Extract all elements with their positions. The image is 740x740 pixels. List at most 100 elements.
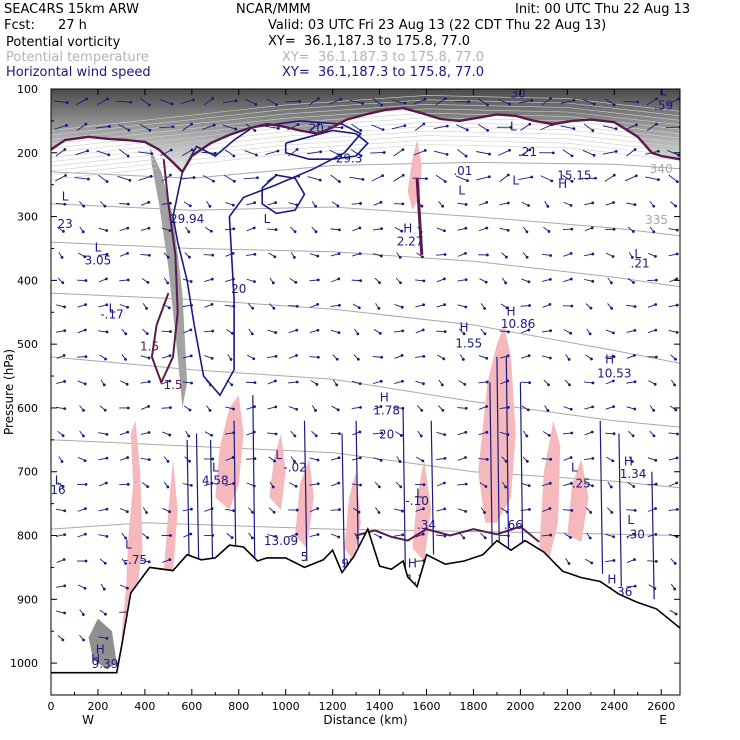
wind-vector-head-549 [675, 180, 679, 183]
wind-vector-head-530 [652, 204, 656, 208]
y-tick-label-7: 800 [17, 530, 38, 543]
strat-theta-line-5 [51, 117, 680, 154]
updraft-vector-11 [496, 356, 500, 549]
wind-vector-head-419 [525, 230, 529, 234]
wind-vector-head-188 [250, 332, 254, 336]
wind-vector-head-510 [633, 203, 637, 207]
wind-vector-head-243 [316, 355, 320, 359]
wind-vector-head-150 [210, 277, 214, 281]
wind-vector-470 [582, 149, 595, 156]
wind-vector-head-251 [339, 98, 343, 101]
shaded-region-8 [539, 420, 561, 561]
wind-vector-head-396 [508, 102, 512, 106]
updraft-vector-7 [355, 420, 360, 568]
wind-vector-head-515 [633, 328, 637, 332]
wind-vector-head-433 [551, 151, 555, 155]
wind-vector-510 [626, 202, 636, 206]
wind-vector-head-370 [462, 358, 465, 361]
wind-vector-head-189 [252, 357, 256, 361]
model-name: SEAC4RS 15km ARW [4, 2, 140, 17]
wind-vector-head-259 [337, 303, 341, 307]
wind-vector-464 [563, 482, 572, 487]
wind-vector-head-85 [126, 586, 129, 590]
wind-vector-head-6 [60, 255, 64, 259]
wind-vector-head-60 [105, 507, 109, 511]
wind-vector-head-76 [124, 357, 127, 361]
wind-vector-449 [560, 99, 574, 104]
x-axis-label: Distance (km) [323, 713, 407, 727]
contour-label-52: 13.09 [264, 534, 298, 548]
contour-label-67: 30 [510, 86, 525, 100]
wind-vector-head-475 [591, 279, 595, 283]
wind-vector-173 [225, 406, 234, 410]
wind-vector-head-282 [358, 430, 362, 434]
wind-vector-head-402 [505, 255, 508, 259]
wind-vector-289 [370, 152, 385, 154]
wind-vector-head-496 [611, 331, 615, 335]
wind-vector-head-298 [379, 379, 383, 383]
contour-label-53: 5 [301, 550, 309, 564]
contour-label-38: L [55, 473, 62, 487]
wind-vector-head-146 [212, 179, 215, 183]
wind-vector-head-104 [146, 536, 149, 540]
wind-vector-331 [415, 304, 424, 308]
wind-vector-head-389 [485, 380, 489, 384]
wind-vector-head-484 [589, 510, 593, 514]
wind-vector-head-311 [398, 255, 402, 259]
contour-label-62: H [96, 643, 105, 657]
legend-pv-xy: XY= 36.1,187.3 to 175.8, 77.0 [268, 34, 471, 49]
wind-vector-273 [351, 202, 361, 205]
wind-vector-307 [393, 149, 404, 157]
wind-vector-head-22 [85, 97, 89, 101]
wind-vector-head-553 [675, 277, 679, 281]
wind-vector-head-302 [377, 485, 381, 489]
contour-label-68: L [510, 119, 517, 133]
contour-label-27: H [460, 320, 469, 334]
wind-vector-head-486 [590, 561, 594, 565]
wind-vector-head-536 [654, 355, 658, 359]
wind-vector-517 [626, 381, 636, 384]
wind-vector-head-322 [401, 533, 405, 537]
shaded-region-6 [412, 459, 432, 561]
wind-vector-head-48 [103, 204, 107, 208]
wind-vector-head-502 [609, 485, 613, 489]
wind-vector-head-69 [128, 178, 132, 182]
wind-vector-head-376 [464, 509, 468, 513]
wind-vector-head-126 [190, 122, 194, 126]
wind-vector-305 [391, 100, 406, 104]
y-tick-label-3: 400 [17, 274, 38, 287]
wind-vector-head-385 [484, 280, 488, 284]
wind-vector-551 [668, 228, 678, 231]
wind-vector-head-300 [380, 431, 384, 435]
wind-vector-20 [56, 610, 65, 614]
wind-vector-head-236 [318, 178, 322, 182]
wind-vector-150 [204, 278, 213, 282]
wind-vector-head-190 [253, 381, 257, 385]
wind-vector-90 [138, 175, 152, 181]
wind-vector-head-351 [443, 330, 447, 334]
wind-vector-head-330 [422, 279, 426, 283]
wind-vector-head-521 [632, 485, 636, 488]
contour-label-64: 9.39 [92, 657, 119, 671]
wind-vector-head-140 [189, 484, 193, 487]
wind-vector-head-436 [547, 230, 551, 233]
wind-vector-head-405 [507, 330, 510, 334]
y-tick-label-6: 700 [17, 466, 38, 479]
wind-vector-head-499 [612, 405, 615, 409]
wind-vector-head-423 [527, 328, 531, 332]
wind-vector-head-185 [253, 252, 257, 256]
wind-vector-50 [98, 253, 108, 256]
contour-label-17: L [512, 174, 519, 188]
wind-vector-head-44 [106, 97, 110, 101]
wind-vector-head-310 [400, 229, 404, 233]
wind-vector-head-228 [293, 434, 297, 438]
wind-vector-161 [222, 100, 237, 104]
wind-vector-306 [391, 125, 405, 130]
wind-vector-head-420 [525, 255, 529, 259]
strat-theta-line-2 [51, 103, 680, 140]
theta-contour-0 [51, 161, 680, 179]
wind-vector-head-214 [274, 535, 278, 538]
wind-vector-head-275 [358, 252, 362, 256]
wind-vector-head-447 [548, 507, 552, 510]
contour-label-55: H [408, 556, 417, 570]
